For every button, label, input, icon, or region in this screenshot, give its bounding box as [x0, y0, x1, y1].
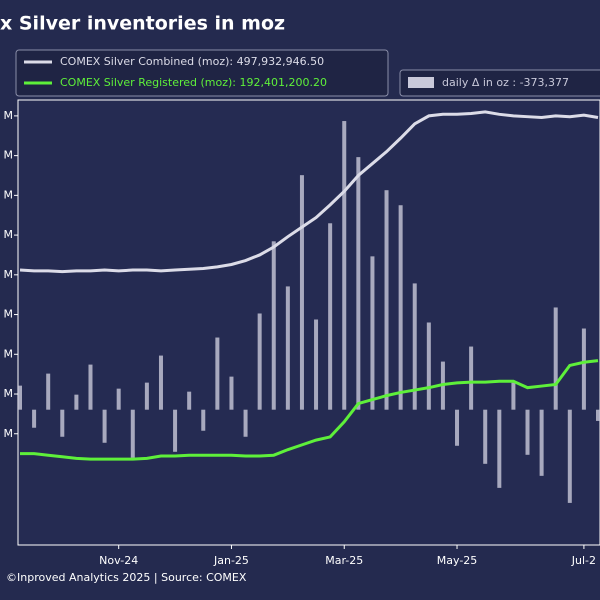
delta-bar [32, 409, 37, 428]
series-line [20, 359, 599, 461]
series-line [19, 110, 599, 274]
legend-label: daily Δ in oz : -373,377 [442, 76, 569, 89]
x-tick-label: Jul-2 [571, 554, 596, 567]
legend-box [15, 49, 389, 97]
delta-bar [356, 157, 361, 410]
delta-bar [18, 385, 22, 410]
delta-bar [88, 364, 93, 410]
delta-bar [596, 409, 600, 421]
delta-bar [173, 409, 178, 452]
delta-bar [60, 409, 65, 437]
x-tick-label: Mar-25 [325, 554, 363, 567]
x-tick-label: Jan-25 [213, 554, 249, 567]
delta-bar [525, 409, 530, 455]
delta-bar [130, 409, 135, 458]
x-tick-label: May-25 [437, 554, 478, 567]
delta-bar [426, 322, 431, 410]
delta-bar [257, 313, 262, 410]
delta-bar [229, 376, 234, 410]
delta-bar [553, 307, 558, 410]
legend-label: COMEX Silver Registered (moz): 192,401,2… [60, 76, 327, 89]
y-tick-label: M [4, 188, 14, 201]
y-tick-label: M [4, 308, 14, 321]
delta-bar [215, 337, 220, 410]
delta-bar [158, 355, 163, 410]
delta-bar [581, 328, 586, 410]
delta-bar [342, 121, 347, 410]
delta-bar [74, 394, 79, 410]
delta-bar [116, 388, 121, 410]
delta-bar [511, 382, 516, 410]
legend-label: COMEX Silver Combined (moz): 497,932,946… [60, 55, 324, 68]
delta-bar [314, 319, 319, 410]
delta-bar [144, 382, 149, 410]
delta-bar [285, 286, 290, 410]
y-tick-label: M [4, 268, 14, 281]
delta-bar [328, 223, 333, 410]
plot-area [17, 99, 600, 546]
y-tick-label: M [4, 347, 14, 360]
source-note: ©Inproved Analytics 2025 | Source: COMEX [6, 571, 247, 584]
delta-bar [497, 409, 502, 488]
delta-bar [370, 256, 375, 410]
delta-bar [201, 409, 206, 431]
delta-bar [469, 346, 474, 410]
y-tick-label: M [4, 149, 14, 162]
y-tick-label: M [4, 109, 14, 122]
delta-bar [539, 409, 544, 476]
chart-title: x Silver inventories in moz [0, 13, 285, 35]
delta-bar [455, 409, 460, 446]
y-tick-label: M [4, 427, 14, 440]
delta-bar [384, 190, 389, 410]
delta-bar [102, 409, 107, 443]
delta-bar [412, 283, 417, 410]
delta-bar [398, 205, 403, 410]
y-tick-label: M [4, 387, 14, 400]
delta-bar [243, 409, 248, 437]
legend-swatch [408, 77, 434, 88]
delta-bar [271, 241, 276, 410]
delta-bar [483, 409, 488, 464]
y-tick-label: M [4, 228, 14, 241]
x-tick-label: Nov-24 [99, 554, 138, 567]
legend-box [399, 69, 600, 97]
delta-bar [46, 373, 51, 410]
delta-bar [567, 409, 572, 503]
delta-bar [187, 391, 192, 410]
delta-bar [299, 175, 304, 410]
